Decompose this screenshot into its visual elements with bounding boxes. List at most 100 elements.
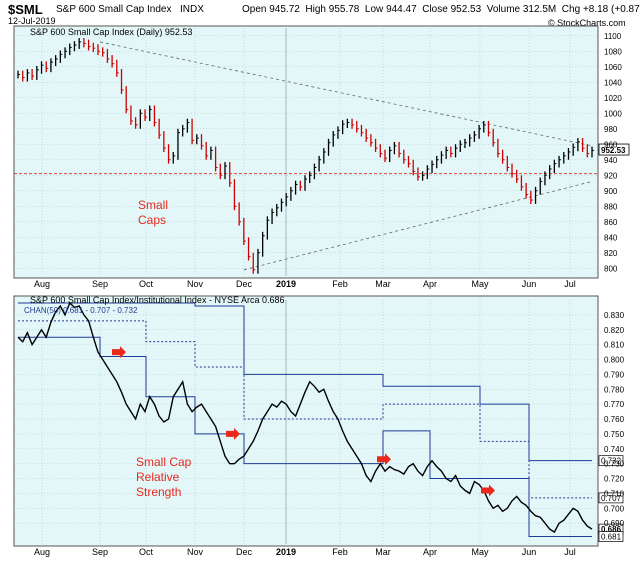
y-tick-label: 0.700	[604, 504, 625, 513]
high-label: High	[305, 4, 326, 15]
red-arrow-icon	[226, 427, 240, 440]
y-tick-label: 0.790	[604, 370, 625, 379]
y-tick-label: 0.730	[604, 460, 625, 469]
channel-legend: CHAN(50) 0.681 - 0.707 - 0.732	[24, 306, 138, 315]
y-tick-label: 940	[604, 156, 618, 165]
channel-upper	[18, 302, 592, 462]
symbol-title: $SML	[8, 2, 43, 17]
open-value: 945.72	[269, 4, 300, 15]
ratio-annotation-line2: Relative	[136, 470, 180, 484]
exchange-label: INDX	[180, 4, 204, 15]
y-tick-label: 1000	[604, 109, 622, 118]
y-tick-label: 1060	[604, 63, 622, 72]
stockcharts-credit: © StockCharts.com	[548, 18, 626, 28]
ratio-legend: S&P 600 Small Cap Index/Institutional In…	[30, 295, 284, 305]
y-tick-label: 960	[604, 140, 618, 149]
highlight-label: 0.681	[601, 533, 622, 542]
highlight-label-box	[598, 492, 624, 504]
y-tick-label: 0.740	[604, 445, 625, 454]
x-tick-label: Apr	[423, 279, 437, 289]
channel-mid	[18, 320, 592, 499]
x-tick-label: May	[471, 547, 489, 557]
channel-lower	[18, 336, 592, 538]
volume-label: Volume	[486, 4, 521, 15]
y-tick-label: 1100	[604, 32, 622, 41]
red-arrow-icon	[112, 346, 126, 359]
y-tick-label: 0.750	[604, 430, 625, 439]
last-value-box	[598, 143, 630, 156]
highlight-label: 0.686	[601, 525, 622, 534]
x-tick-label: Dec	[236, 547, 253, 557]
y-tick-label: 0.830	[604, 311, 625, 320]
x-tick-label: Nov	[187, 547, 204, 557]
x-tick-label: May	[471, 279, 489, 289]
ratio-annotation-line3: Strength	[136, 485, 181, 499]
y-tick-label: 0.780	[604, 385, 625, 394]
x-tick-label: Feb	[332, 279, 348, 289]
x-tick-label: Mar	[375, 279, 391, 289]
x-tick-label: Aug	[34, 279, 50, 289]
ratio-annotation-line1: Small Cap	[136, 455, 192, 469]
x-tick-label: Jun	[522, 547, 537, 557]
chg-value: +8.18 (+0.87%)	[582, 4, 640, 15]
y-tick-label: 1080	[604, 47, 622, 56]
red-arrow-icon	[481, 484, 495, 497]
x-tick-label: Jul	[564, 547, 576, 557]
open-label: Open	[242, 4, 267, 15]
x-tick-label: Sep	[92, 279, 108, 289]
y-tick-label: 1040	[604, 78, 622, 87]
x-tick-label: 2019	[276, 279, 296, 289]
x-tick-label: Apr	[423, 547, 437, 557]
chg-label: Chg	[561, 4, 581, 15]
y-tick-label: 980	[604, 125, 618, 134]
y-tick-label: 840	[604, 233, 618, 242]
y-tick-label: 0.770	[604, 400, 625, 409]
x-tick-label: Dec	[236, 279, 253, 289]
y-tick-label: 0.720	[604, 475, 625, 484]
chart-date: 12-Jul-2019	[8, 16, 56, 26]
x-tick-label: 2019	[276, 547, 296, 557]
highlight-label: 0.732	[601, 457, 622, 466]
y-tick-label: 800	[604, 264, 618, 273]
y-tick-label: 900	[604, 187, 618, 196]
volume-value: 312.5M	[522, 4, 557, 15]
y-tick-label: 880	[604, 202, 618, 211]
low-label: Low	[364, 4, 384, 15]
price-legend: S&P 600 Small Cap Index (Daily) 952.53	[30, 27, 192, 37]
red-arrow-icon	[377, 453, 391, 466]
x-tick-label: Jun	[522, 279, 537, 289]
last-value-label: 952.53	[601, 146, 626, 155]
x-tick-label: Aug	[34, 547, 50, 557]
y-tick-label: 0.690	[604, 519, 625, 528]
y-tick-label: 0.810	[604, 341, 625, 350]
x-tick-label: Oct	[139, 547, 154, 557]
index-name: S&P 600 Small Cap Index	[56, 4, 172, 15]
y-tick-label: 0.760	[604, 415, 625, 424]
y-tick-label: 0.820	[604, 326, 625, 335]
price-annotation-line1: Small	[138, 198, 168, 212]
close-label: Close	[422, 4, 448, 15]
highlight-label: 0.707	[601, 494, 622, 503]
x-tick-label: Sep	[92, 547, 108, 557]
ratio-line	[17, 301, 593, 534]
y-tick-label: 920	[604, 171, 618, 180]
y-tick-label: 1020	[604, 94, 622, 103]
highlight-label-box	[598, 455, 624, 467]
ratio-panel	[13, 295, 599, 547]
low-value: 944.47	[386, 4, 417, 15]
high-value: 955.78	[328, 4, 360, 15]
price-annotation-line2: Caps	[138, 213, 166, 227]
close-value: 952.53	[450, 4, 482, 15]
y-tick-label: 820	[604, 249, 618, 258]
price-panel	[13, 25, 599, 279]
x-tick-label: Feb	[332, 547, 348, 557]
x-tick-label: Oct	[139, 279, 154, 289]
x-tick-label: Nov	[187, 279, 204, 289]
y-tick-label: 0.710	[604, 489, 625, 498]
quote-summary: Open 945.72 High 955.78 Low 944.47 Close…	[242, 4, 640, 15]
y-tick-label: 860	[604, 218, 618, 227]
x-tick-label: Mar	[375, 547, 391, 557]
highlight-label-box	[598, 531, 624, 542]
x-tick-label: Jul	[564, 279, 576, 289]
